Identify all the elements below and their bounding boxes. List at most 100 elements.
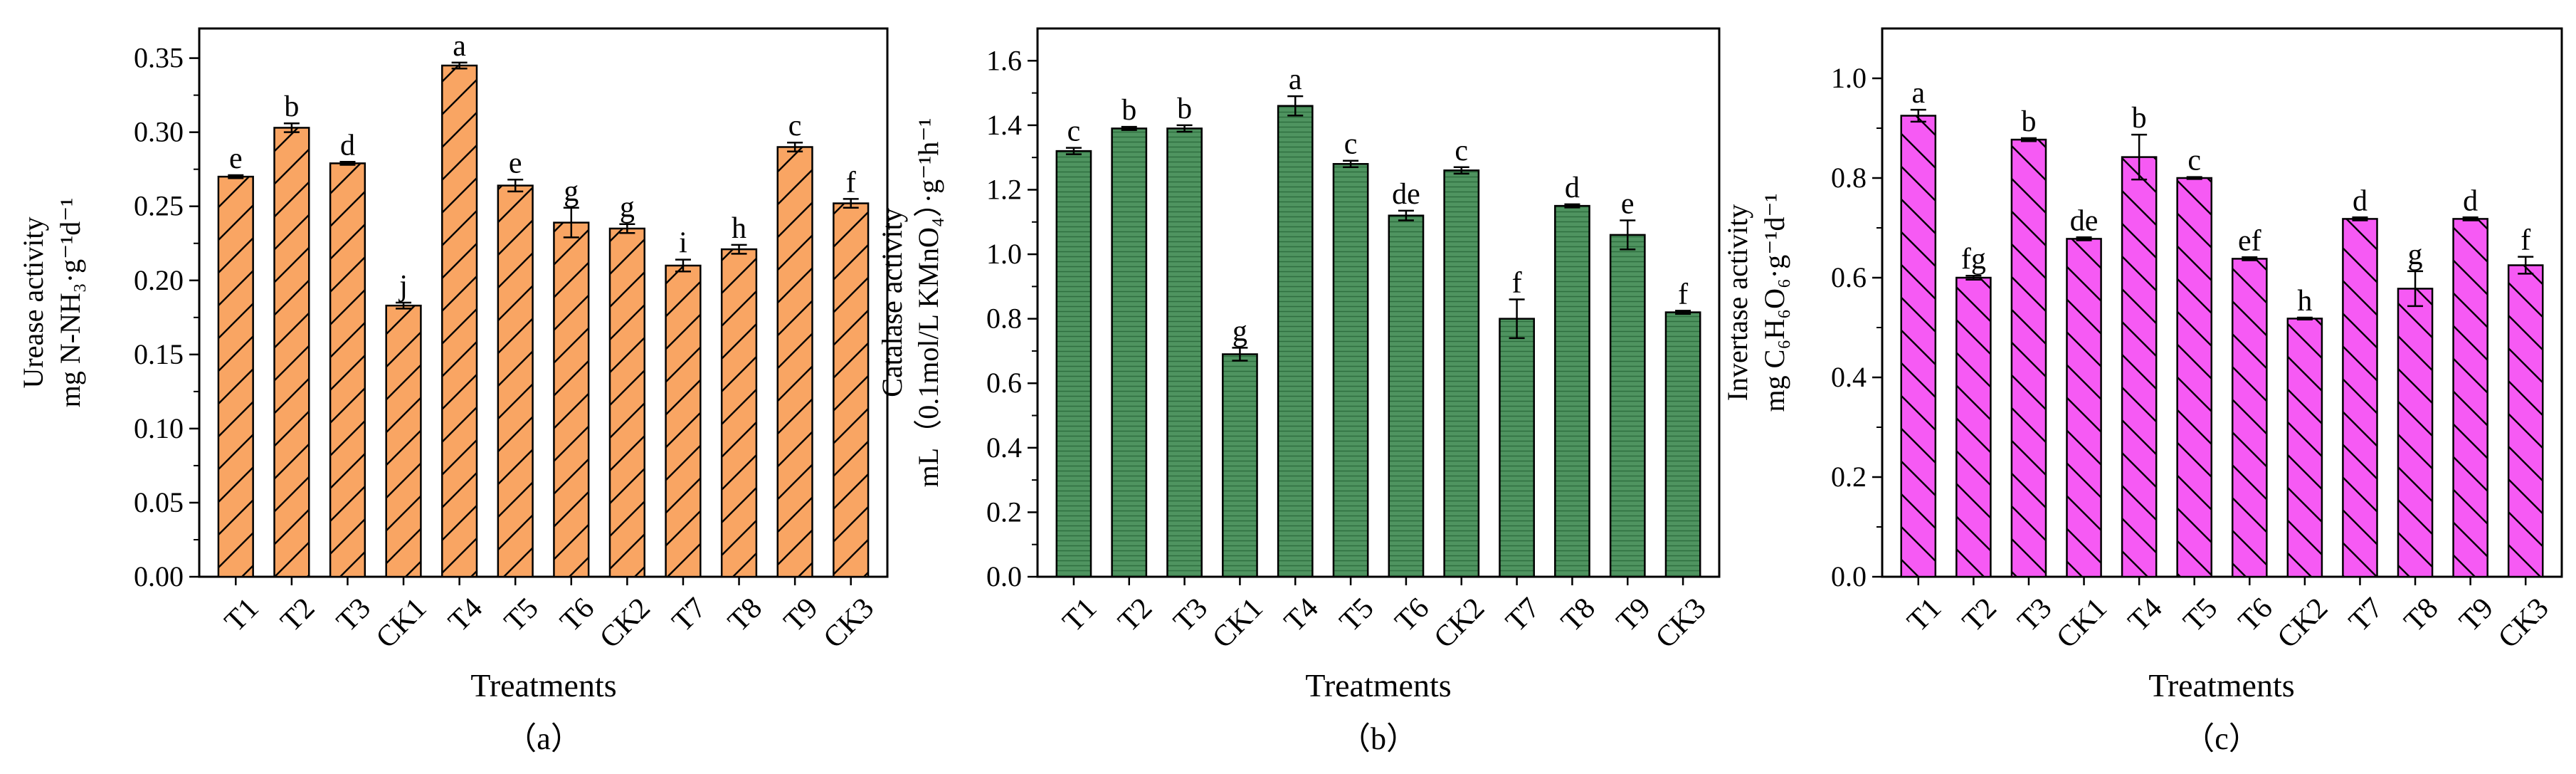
- x-axis-title-b: Treatments: [1305, 667, 1451, 704]
- error-bar-b-t3: [1176, 124, 1193, 133]
- y-axis-title-b-line1: Catalase activity: [876, 208, 908, 397]
- y-tick-label-b-7: 1.4: [986, 109, 1022, 141]
- sig-letter-c-t2: fg: [1961, 243, 1986, 276]
- bar-hatch-b-t5: [1332, 162, 1369, 578]
- bar-hatch-b-ck1: [1222, 353, 1258, 578]
- sig-letter-b-t7: f: [1512, 266, 1522, 299]
- error-bar-c-t4: [2131, 133, 2148, 181]
- sig-letter-a-t6: g: [564, 175, 579, 208]
- sig-letter-b-ck2: c: [1455, 135, 1468, 167]
- y-axis-title-a-line2: mg N-NH₃·g⁻¹d⁻¹: [54, 198, 86, 408]
- sig-letter-b-t1: c: [1067, 115, 1081, 148]
- sig-letter-c-t1: a: [1911, 77, 1925, 110]
- x-category-label-a-t7: T7: [666, 592, 713, 639]
- error-bar-a-t9: [787, 141, 803, 152]
- x-category-label-b-t2: T2: [1112, 592, 1159, 639]
- plot-frame-c: [1881, 27, 2563, 578]
- y-tick-label-b-5: 1.0: [986, 238, 1022, 270]
- x-axis-title-a: Treatments: [470, 667, 616, 704]
- y-tick-label-c-2: 0.4: [1831, 361, 1867, 393]
- bar-hatch-c-t7: [2342, 218, 2378, 578]
- bar-hatch-a-ck2: [608, 227, 645, 578]
- sig-letter-c-ck1: de: [2070, 204, 2099, 237]
- bar-hatch-c-t2: [1955, 276, 1992, 578]
- sig-letter-a-t4: a: [453, 30, 466, 63]
- error-bar-a-t5: [507, 179, 524, 193]
- error-bar-a-t2: [283, 122, 300, 133]
- error-bar-a-ck1: [396, 301, 412, 310]
- x-category-label-b-t4: T4: [1278, 592, 1325, 639]
- bar-hatch-c-t9: [2452, 218, 2488, 578]
- y-tick-label-a-0: 0.00: [134, 560, 184, 592]
- y-tick-label-c-0: 0.0: [1831, 560, 1867, 592]
- y-tick-label-b-1: 0.2: [986, 496, 1022, 528]
- sig-letter-b-ck3: f: [1678, 278, 1688, 310]
- bar-hatch-c-ck3: [2507, 264, 2544, 578]
- bar-hatch-c-ck2: [2286, 318, 2323, 578]
- x-category-label-b-ck2: CK2: [1428, 592, 1492, 655]
- y-tick-label-b-2: 0.4: [986, 432, 1022, 464]
- x-category-label-c-t7: T7: [2343, 592, 2390, 639]
- error-bar-b-t9: [1620, 219, 1636, 251]
- error-bar-c-t3: [2020, 137, 2037, 142]
- sig-letter-c-ck3: f: [2520, 224, 2530, 257]
- y-tick-label-c-5: 1.0: [1831, 62, 1867, 94]
- bar-hatch-a-ck3: [833, 202, 870, 578]
- error-bar-b-ck3: [1675, 310, 1691, 315]
- error-bar-b-t7: [1509, 298, 1525, 340]
- x-category-label-c-t8: T8: [2398, 592, 2445, 639]
- sig-letter-a-t2: b: [284, 90, 299, 123]
- y-tick-label-c-4: 0.8: [1831, 162, 1867, 194]
- bar-hatch-a-t2: [273, 127, 310, 578]
- error-bar-c-t1: [1910, 108, 1926, 123]
- bar-hatch-a-t5: [497, 184, 534, 578]
- bar-hatch-b-t4: [1277, 105, 1314, 578]
- y-tick-label-c-1: 0.2: [1831, 461, 1867, 493]
- error-bar-c-t5: [2186, 176, 2202, 180]
- error-bar-b-ck2: [1453, 166, 1469, 175]
- y-ticks-c: 0.0 0.2 0.4 0.6 0.8 1.0: [1831, 62, 1882, 592]
- plot-frame-b: [1036, 27, 1721, 578]
- y-ticks-a: 0.00 0.05 0.10 0.15 0.20 0.25 0.30 0.35: [134, 42, 199, 592]
- panel-label-a: （a）: [505, 721, 582, 756]
- plot-frame-a: [198, 27, 889, 578]
- error-bar-a-t1: [228, 174, 244, 179]
- error-bar-b-t6: [1398, 209, 1414, 221]
- bar-hatch-b-t2: [1111, 127, 1148, 578]
- sig-letter-b-t6: de: [1392, 178, 1420, 211]
- error-bar-a-t7: [675, 258, 691, 273]
- sig-letter-b-t3: b: [1177, 93, 1192, 125]
- error-bar-a-t3: [339, 161, 356, 166]
- x-category-label-a-ck2: CK2: [593, 592, 657, 655]
- bar-hatch-c-t5: [2176, 177, 2213, 578]
- sig-letter-c-t3: b: [2021, 105, 2036, 138]
- error-bar-a-ck2: [619, 223, 635, 234]
- bar-hatch-c-ck1: [2066, 238, 2102, 578]
- x-category-label-c-t5: T5: [2178, 592, 2224, 639]
- x-axis-title-c: Treatments: [2148, 667, 2294, 704]
- sig-letter-a-ck1: j: [398, 270, 408, 303]
- error-bar-c-t6: [2242, 256, 2258, 261]
- sig-letter-a-t1: e: [229, 142, 243, 175]
- sig-letter-c-t6: ef: [2238, 224, 2261, 257]
- sig-letter-c-t4: b: [2132, 102, 2147, 135]
- y-tick-label-c-3: 0.6: [1831, 261, 1867, 293]
- x-category-label-a-t8: T8: [722, 592, 769, 639]
- sig-letter-c-t9: d: [2463, 184, 2478, 217]
- bar-hatch-c-t8: [2397, 288, 2434, 578]
- y-tick-label-a-7: 0.35: [134, 42, 184, 74]
- error-bar-b-t2: [1121, 125, 1137, 131]
- bar-hatch-c-t3: [2010, 138, 2047, 578]
- error-bar-a-t6: [563, 206, 579, 239]
- error-bar-c-ck3: [2518, 256, 2534, 275]
- bars-group-c: a fg b de b c ef h d g d f: [1900, 77, 2544, 578]
- x-category-label-a-ck3: CK3: [817, 592, 880, 655]
- bar-hatch-a-t6: [553, 221, 590, 578]
- error-bar-c-t9: [2462, 216, 2479, 221]
- sig-letter-b-t8: d: [1565, 172, 1580, 204]
- bar-hatch-c-t1: [1900, 115, 1937, 578]
- sig-letter-c-t7: d: [2353, 184, 2368, 217]
